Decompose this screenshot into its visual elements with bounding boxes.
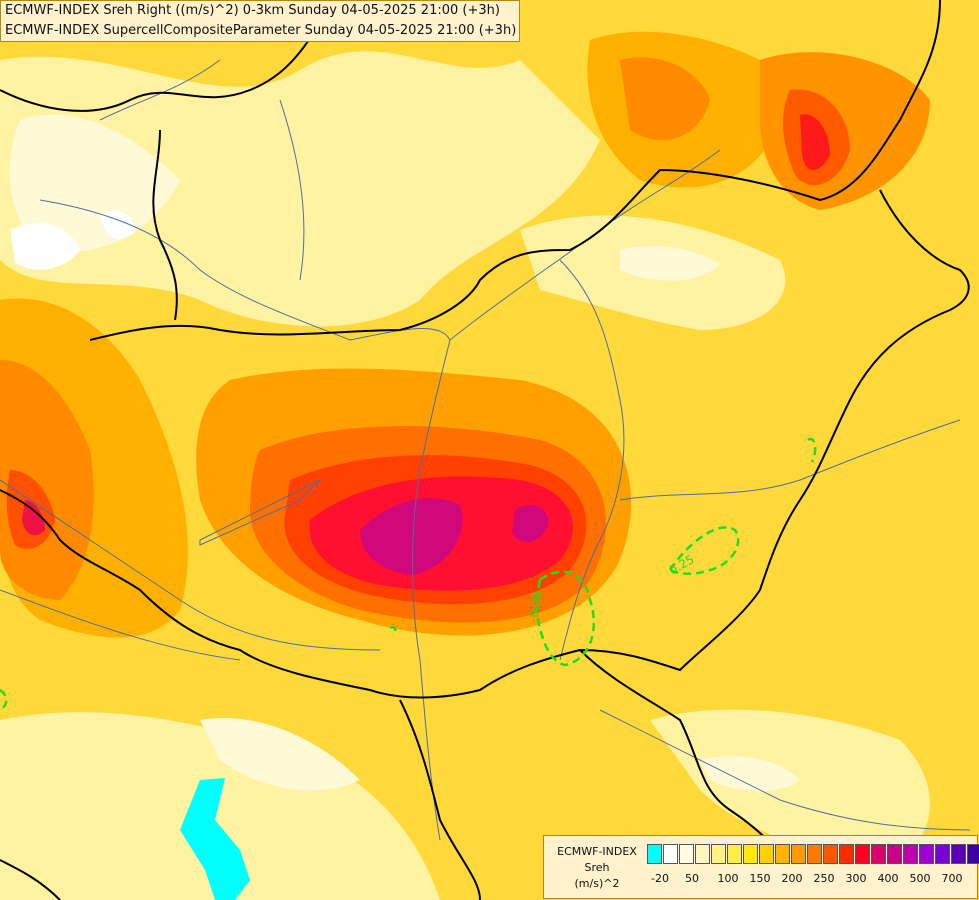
- legend-tick-label: 100: [717, 872, 739, 885]
- scp-contour-small: [807, 437, 817, 463]
- legend-ticks: -20 50 100 150 200 250 300 400 500 700: [644, 872, 974, 888]
- legend-swatches: [647, 844, 979, 864]
- legend-swatch: [711, 844, 726, 864]
- legend-tick-label: 150: [749, 872, 771, 885]
- legend-swatch: [919, 844, 934, 864]
- legend-swatch: [903, 844, 918, 864]
- legend-swatch: [679, 844, 694, 864]
- legend-swatch: [967, 844, 979, 864]
- lake-shape: [180, 778, 250, 900]
- scp-contour-south: [533, 570, 595, 667]
- legend-swatch: [935, 844, 950, 864]
- legend-tick-label: -20: [651, 872, 669, 885]
- legend-swatch: [647, 844, 662, 864]
- legend-swatch: [887, 844, 902, 864]
- legend-swatch: [807, 844, 822, 864]
- legend-source: ECMWF-INDEX: [557, 845, 637, 858]
- legend-swatch: [759, 844, 774, 864]
- legend-swatch: [727, 844, 742, 864]
- legend-text: ECMWF-INDEX Sreh (m/s)^2: [550, 844, 644, 892]
- scp-contour-edge: [0, 688, 8, 710]
- legend-tick-label: 250: [813, 872, 835, 885]
- legend-swatch: [871, 844, 886, 864]
- sreh-field-low: [0, 51, 930, 900]
- legend-swatch: [743, 844, 758, 864]
- legend-variable: Sreh: [584, 861, 610, 874]
- scp-contour-east: [668, 526, 740, 575]
- scp-contours: [0, 437, 817, 710]
- legend-tick-label: 50: [685, 872, 699, 885]
- legend-swatch: [823, 844, 838, 864]
- legend-tick-label: 500: [909, 872, 931, 885]
- title-line-sreh: ECMWF-INDEX Sreh Right ((m/s)^2) 0-3km S…: [5, 3, 500, 18]
- sreh-field-high: [250, 426, 606, 623]
- scp-contour-west: [389, 626, 397, 637]
- legend-swatch: [855, 844, 870, 864]
- legend-swatch: [663, 844, 678, 864]
- legend-swatch: [695, 844, 710, 864]
- legend-swatch: [839, 844, 854, 864]
- title-line-scp: ECMWF-INDEX SupercellCompositeParameter …: [5, 23, 517, 38]
- map-title-box: ECMWF-INDEX Sreh Right ((m/s)^2) 0-3km S…: [0, 0, 520, 42]
- legend-tick-label: 200: [781, 872, 803, 885]
- scp-label-south: 0.25: [527, 590, 545, 619]
- legend-tick-label: 400: [877, 872, 899, 885]
- legend-swatch: [775, 844, 790, 864]
- color-legend: ECMWF-INDEX Sreh (m/s)^2 -20 50 100 150 200 2…: [543, 835, 979, 899]
- legend-swatch: [951, 844, 966, 864]
- legend-tick-label: 700: [941, 872, 963, 885]
- legend-swatch: [791, 844, 806, 864]
- legend-unit: (m/s)^2: [574, 877, 620, 890]
- legend-tick-label: 300: [845, 872, 867, 885]
